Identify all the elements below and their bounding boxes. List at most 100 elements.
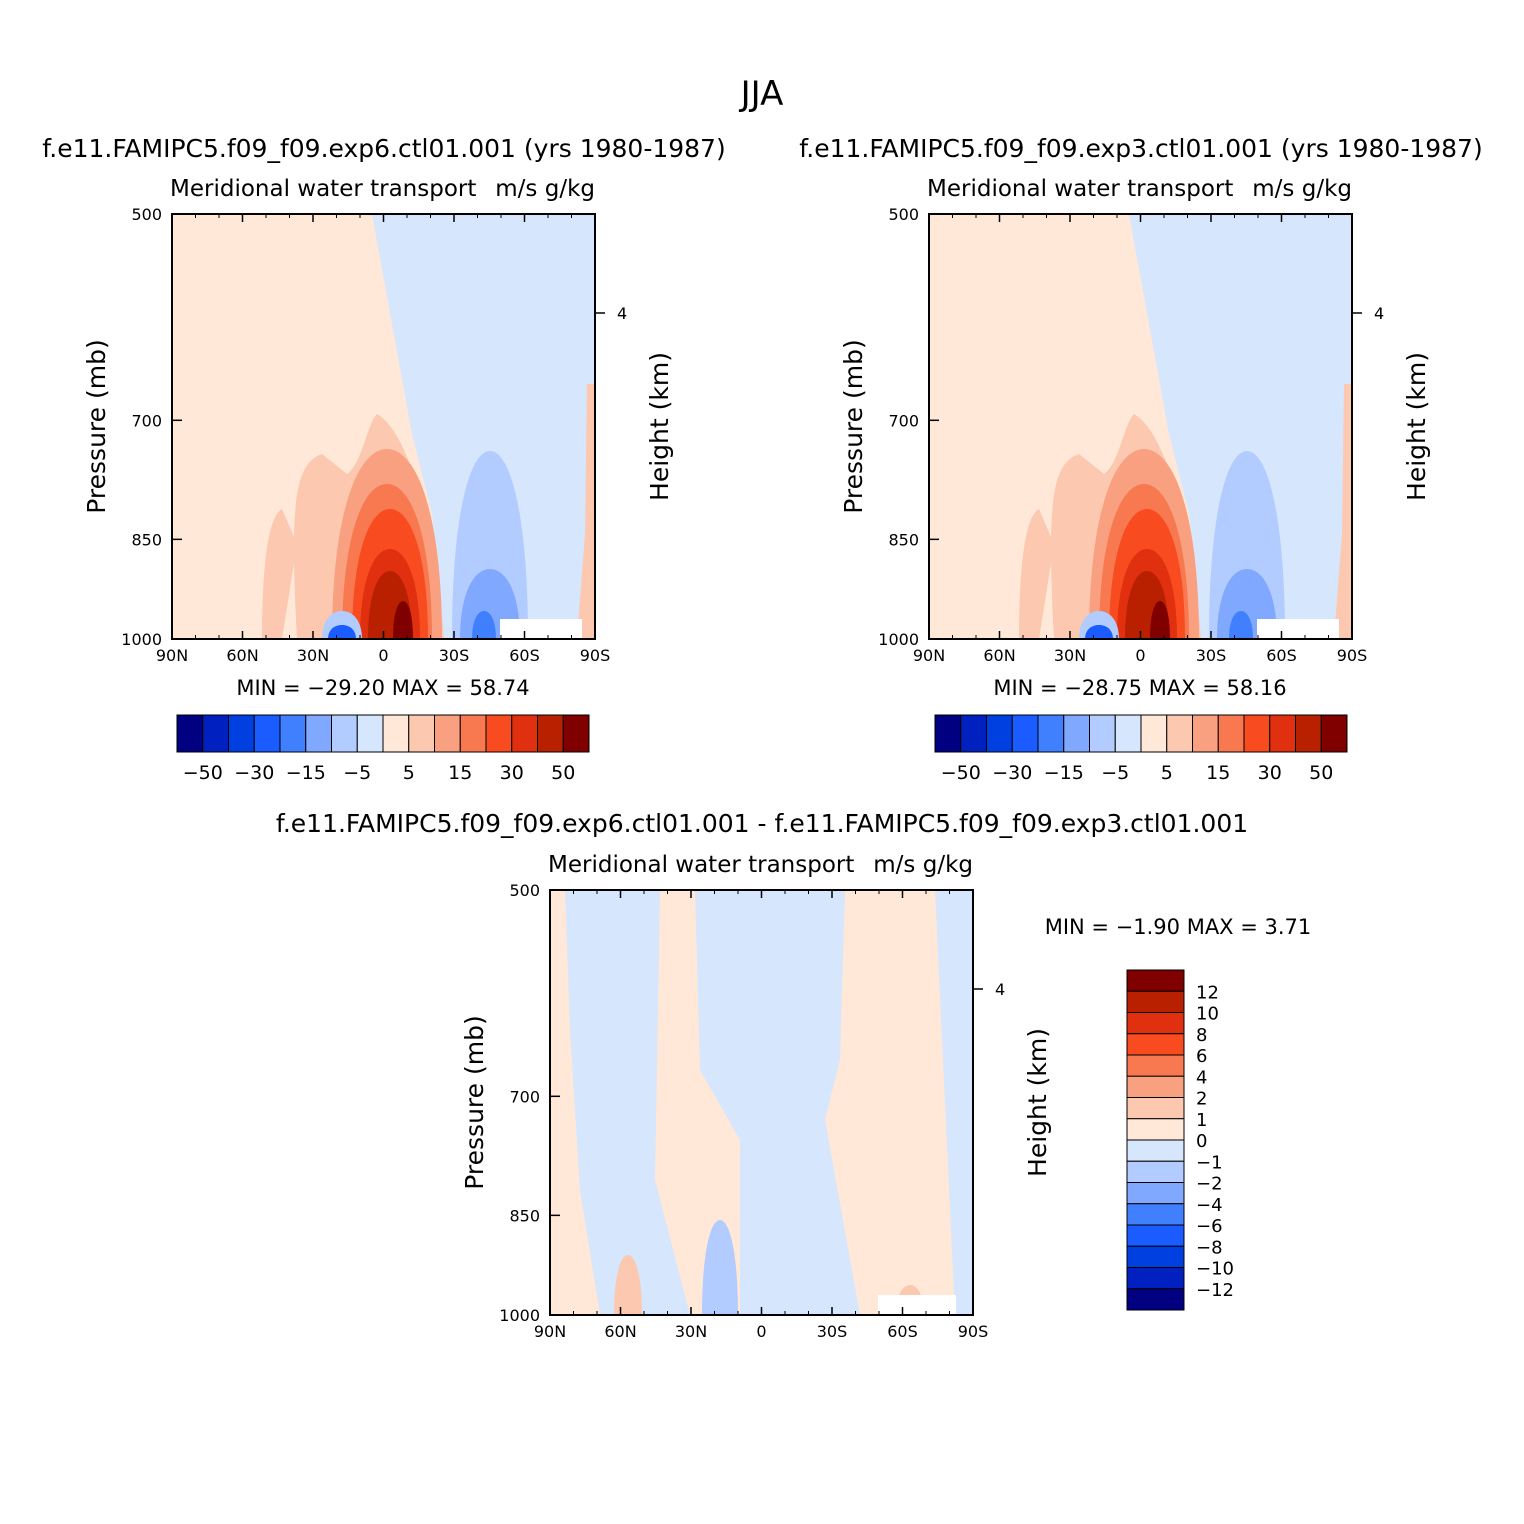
field-contour-neg15 — [1229, 611, 1253, 639]
colorbar-box — [562, 714, 590, 753]
colorbar-box — [305, 714, 332, 753]
colorbar-label: 2 — [1196, 1089, 1207, 1110]
colorbar-box — [485, 714, 513, 753]
y-axis-title: Pressure (mb) — [460, 1015, 489, 1189]
field-negative-region-3 — [935, 890, 973, 1315]
panel-right-label: m/s g/kg — [873, 852, 973, 878]
colorbar-box — [1126, 1245, 1185, 1268]
x-tick-label: 30S — [817, 1322, 848, 1341]
y-tick-label: 700 — [888, 411, 919, 430]
x-tick-label: 90N — [156, 646, 188, 665]
colorbar-label: −6 — [1196, 1216, 1223, 1237]
colorbar-box — [960, 714, 987, 753]
x-tick-label: 90S — [1337, 646, 1368, 665]
x-tick-label: 30S — [1196, 646, 1227, 665]
colorbar-box — [1126, 1139, 1185, 1162]
field-negative-region — [372, 214, 595, 639]
colorbar-label: 12 — [1196, 982, 1219, 1003]
colorbar-box — [1243, 714, 1271, 753]
field-contour-neg1 — [702, 1220, 738, 1315]
y-tick-label: 850 — [888, 530, 919, 549]
colorbar-label: −1 — [1196, 1152, 1223, 1173]
field-contour-50 — [1150, 601, 1170, 639]
field-polar-positive — [1334, 384, 1352, 639]
panel-difference: 90N 60N 30N 0 30S 60S 90S 500 700 850 1000 4 Meridio… — [460, 852, 1311, 1341]
x-tick-label: 60S — [1266, 646, 1297, 665]
panel3-title: f.e11.FAMIPC5.f09_f09.exp6.ctl01.001 - f… — [276, 809, 1248, 838]
colorbar-box — [934, 714, 962, 753]
colorbar-box — [1166, 714, 1193, 753]
y-tick-label: 850 — [509, 1206, 540, 1225]
colorbar-label: −15 — [286, 762, 326, 784]
colorbar-box — [434, 714, 461, 753]
field-contour-50 — [393, 601, 413, 639]
panel-exp6: 90N 60N 30N 0 30S 60S 90S 500 700 850 1000 4 Meridio… — [82, 176, 674, 784]
panel-right-label: m/s g/kg — [1252, 176, 1352, 202]
x-tick-label: 90N — [534, 1322, 566, 1341]
colorbar-label: 30 — [1258, 762, 1282, 784]
colorbar-box — [1037, 714, 1065, 753]
y-tick-label: 500 — [131, 205, 162, 224]
y-right-tick-label: 4 — [1374, 304, 1384, 323]
colorbar-box — [1126, 1160, 1185, 1183]
colorbar-box — [1126, 1033, 1185, 1056]
colorbar-label: −5 — [343, 762, 371, 784]
panel2-title: f.e11.FAMIPC5.f09_f09.exp3.ctl01.001 (yr… — [799, 134, 1482, 163]
colorbar-label: −30 — [234, 762, 274, 784]
colorbar-box — [1320, 714, 1348, 753]
field-negative-region — [1129, 214, 1352, 639]
colorbar-label: 1 — [1196, 1110, 1207, 1131]
x-tick-label: 30N — [675, 1322, 707, 1341]
y-right-tick-label: 4 — [995, 980, 1005, 999]
colorbar-box — [511, 714, 538, 753]
y-tick-label: 1000 — [121, 630, 162, 649]
y-right-tick-label: 4 — [617, 304, 627, 323]
colorbar-box — [382, 714, 410, 753]
colorbar-box — [1269, 714, 1296, 753]
colorbar-box — [279, 714, 307, 753]
y-axis-right-title: Height (km) — [1023, 1028, 1052, 1177]
field-contour-5b — [262, 509, 297, 639]
y-tick-label: 1000 — [878, 630, 919, 649]
colorbar-box — [1126, 1118, 1185, 1141]
panel-exp3: 90N 60N 30N 0 30S 60S 90S 500 700 850 1000 4 Meridio… — [839, 176, 1431, 784]
x-tick-label: 0 — [378, 646, 388, 665]
colorbar-box — [228, 714, 255, 753]
x-tick-label: 60N — [983, 646, 1015, 665]
colorbar-label: −5 — [1101, 762, 1129, 784]
colorbar-label: 8 — [1196, 1025, 1207, 1046]
panel-left-label: Meridional water transport — [927, 176, 1233, 202]
x-tick-label: 90N — [913, 646, 945, 665]
y-axis-right-title: Height (km) — [1402, 352, 1431, 501]
x-tick-label: 0 — [1135, 646, 1145, 665]
colorbar-label: −10 — [1196, 1259, 1234, 1280]
field-missing-data — [500, 619, 582, 639]
field-contour-pos1 — [614, 1255, 642, 1315]
colorbar-label: 10 — [1196, 1004, 1219, 1025]
panel-left-label: Meridional water transport — [548, 852, 854, 878]
field-contour-5b — [1019, 509, 1054, 639]
colorbar-box — [1126, 1203, 1185, 1226]
y-tick-label: 500 — [509, 881, 540, 900]
field-contour-neg-nh2 — [1085, 625, 1113, 639]
field-polar-positive — [577, 384, 595, 639]
colorbar-box — [176, 714, 204, 753]
colorbar-box — [1126, 1224, 1185, 1247]
colorbar-label: 15 — [448, 762, 472, 784]
colorbar-box — [1126, 969, 1185, 992]
colorbar-box — [253, 714, 281, 753]
field-contour-neg-nh2 — [328, 625, 356, 639]
y-tick-label: 700 — [131, 411, 162, 430]
colorbar-label: −30 — [992, 762, 1032, 784]
colorbar-box — [1063, 714, 1090, 753]
colorbar-label: −15 — [1044, 762, 1084, 784]
y-tick-label: 850 — [131, 530, 162, 549]
min-max-label: MIN = −28.75 MAX = 58.16 — [993, 676, 1286, 700]
colorbar-box — [331, 714, 358, 753]
x-tick-label: 30N — [1054, 646, 1086, 665]
panel-right-label: m/s g/kg — [495, 176, 595, 202]
colorbar-box — [537, 714, 564, 753]
colorbar-box — [986, 714, 1013, 753]
x-tick-label: 60N — [604, 1322, 636, 1341]
